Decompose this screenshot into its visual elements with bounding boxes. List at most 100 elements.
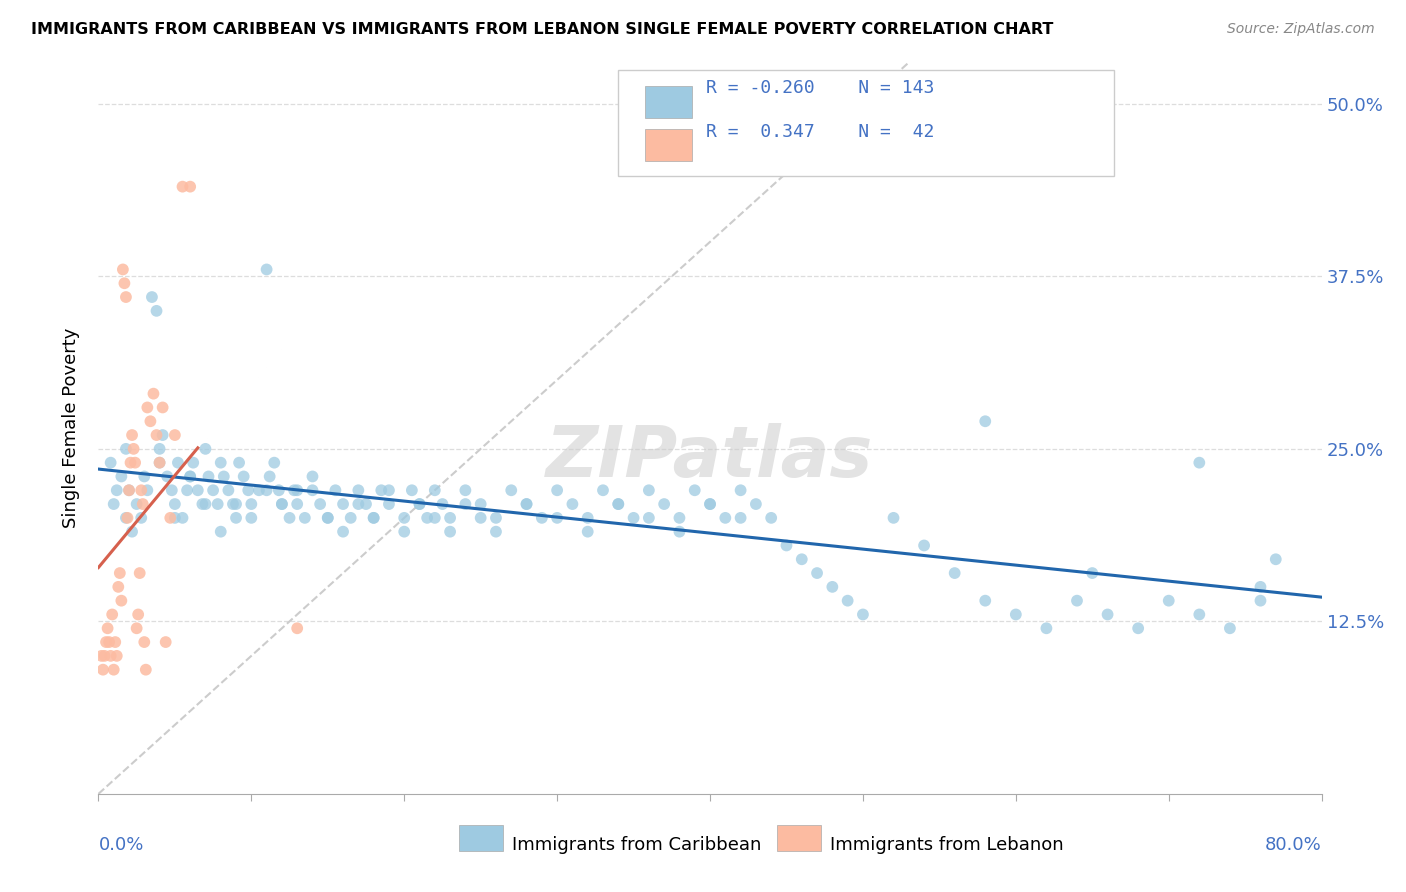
Point bbox=[179, 469, 201, 483]
Point bbox=[141, 290, 163, 304]
Point bbox=[423, 511, 446, 525]
Point bbox=[115, 511, 138, 525]
Point bbox=[90, 648, 112, 663]
Point bbox=[1249, 593, 1271, 607]
Point bbox=[163, 497, 186, 511]
Point bbox=[228, 456, 250, 470]
Point bbox=[129, 511, 152, 525]
Point bbox=[121, 428, 143, 442]
Point bbox=[561, 497, 583, 511]
Point bbox=[530, 511, 553, 525]
Point bbox=[145, 428, 167, 442]
Point bbox=[1249, 580, 1271, 594]
Text: IMMIGRANTS FROM CARIBBEAN VS IMMIGRANTS FROM LEBANON SINGLE FEMALE POVERTY CORRE: IMMIGRANTS FROM CARIBBEAN VS IMMIGRANTS … bbox=[31, 22, 1053, 37]
Point bbox=[202, 483, 225, 498]
Point bbox=[115, 442, 138, 456]
Point bbox=[470, 497, 492, 511]
Point bbox=[104, 635, 127, 649]
Point bbox=[347, 497, 370, 511]
Point bbox=[263, 456, 285, 470]
Point bbox=[852, 607, 875, 622]
Point bbox=[501, 483, 523, 498]
Point bbox=[101, 607, 124, 622]
Point bbox=[439, 524, 461, 539]
Point bbox=[107, 580, 129, 594]
Point bbox=[790, 552, 813, 566]
Point bbox=[145, 303, 167, 318]
Point bbox=[136, 483, 159, 498]
Point bbox=[125, 621, 148, 635]
Point bbox=[152, 401, 174, 415]
Point bbox=[363, 511, 385, 525]
Point bbox=[136, 401, 159, 415]
Point bbox=[118, 483, 141, 498]
Point bbox=[105, 483, 128, 498]
Point bbox=[118, 483, 141, 498]
Point bbox=[149, 456, 172, 470]
Point bbox=[100, 456, 122, 470]
Point bbox=[423, 483, 446, 498]
Point bbox=[714, 511, 737, 525]
Point bbox=[912, 539, 935, 553]
Point bbox=[149, 456, 172, 470]
Point bbox=[285, 483, 308, 498]
Point bbox=[232, 469, 254, 483]
Point bbox=[135, 663, 157, 677]
Point bbox=[191, 497, 214, 511]
Point bbox=[1188, 607, 1211, 622]
Text: R = -0.260    N = 143: R = -0.260 N = 143 bbox=[706, 78, 935, 97]
Point bbox=[637, 511, 661, 525]
Point bbox=[485, 511, 508, 525]
Point bbox=[181, 456, 204, 470]
Point bbox=[156, 469, 179, 483]
Point bbox=[576, 524, 599, 539]
Point bbox=[278, 511, 301, 525]
Text: R =  0.347    N =  42: R = 0.347 N = 42 bbox=[706, 123, 935, 141]
Point bbox=[103, 663, 125, 677]
Point bbox=[267, 483, 290, 498]
Point bbox=[97, 621, 120, 635]
Point bbox=[699, 497, 721, 511]
Point bbox=[332, 497, 354, 511]
Point bbox=[392, 511, 416, 525]
Point bbox=[98, 635, 121, 649]
Point bbox=[516, 497, 538, 511]
Point bbox=[1081, 566, 1104, 580]
Point bbox=[378, 483, 401, 498]
Point bbox=[485, 524, 508, 539]
Point bbox=[775, 539, 797, 553]
Point bbox=[112, 277, 135, 291]
Point bbox=[212, 469, 235, 483]
Text: Source: ZipAtlas.com: Source: ZipAtlas.com bbox=[1227, 22, 1375, 37]
Point bbox=[94, 635, 117, 649]
Point bbox=[91, 663, 114, 677]
Point bbox=[197, 469, 219, 483]
Point bbox=[209, 456, 232, 470]
Text: ZIPatlas: ZIPatlas bbox=[547, 423, 873, 491]
Point bbox=[454, 483, 477, 498]
Text: 80.0%: 80.0% bbox=[1265, 837, 1322, 855]
Point bbox=[160, 483, 183, 498]
Point bbox=[240, 511, 263, 525]
Point bbox=[821, 580, 844, 594]
Point bbox=[247, 483, 270, 498]
Point bbox=[974, 414, 997, 428]
Point bbox=[745, 497, 768, 511]
Point bbox=[225, 497, 247, 511]
Point bbox=[225, 511, 247, 525]
Point bbox=[179, 469, 201, 483]
Point bbox=[301, 483, 323, 498]
Point bbox=[837, 593, 859, 607]
Point bbox=[309, 497, 332, 511]
Point bbox=[152, 428, 174, 442]
Point bbox=[111, 262, 134, 277]
Point bbox=[117, 511, 139, 525]
Point bbox=[470, 511, 492, 525]
Point bbox=[546, 511, 568, 525]
Point bbox=[1264, 552, 1286, 566]
Point bbox=[1188, 456, 1211, 470]
Text: 0.0%: 0.0% bbox=[98, 837, 143, 855]
Point bbox=[209, 524, 232, 539]
Point bbox=[1066, 593, 1088, 607]
Point bbox=[363, 511, 385, 525]
